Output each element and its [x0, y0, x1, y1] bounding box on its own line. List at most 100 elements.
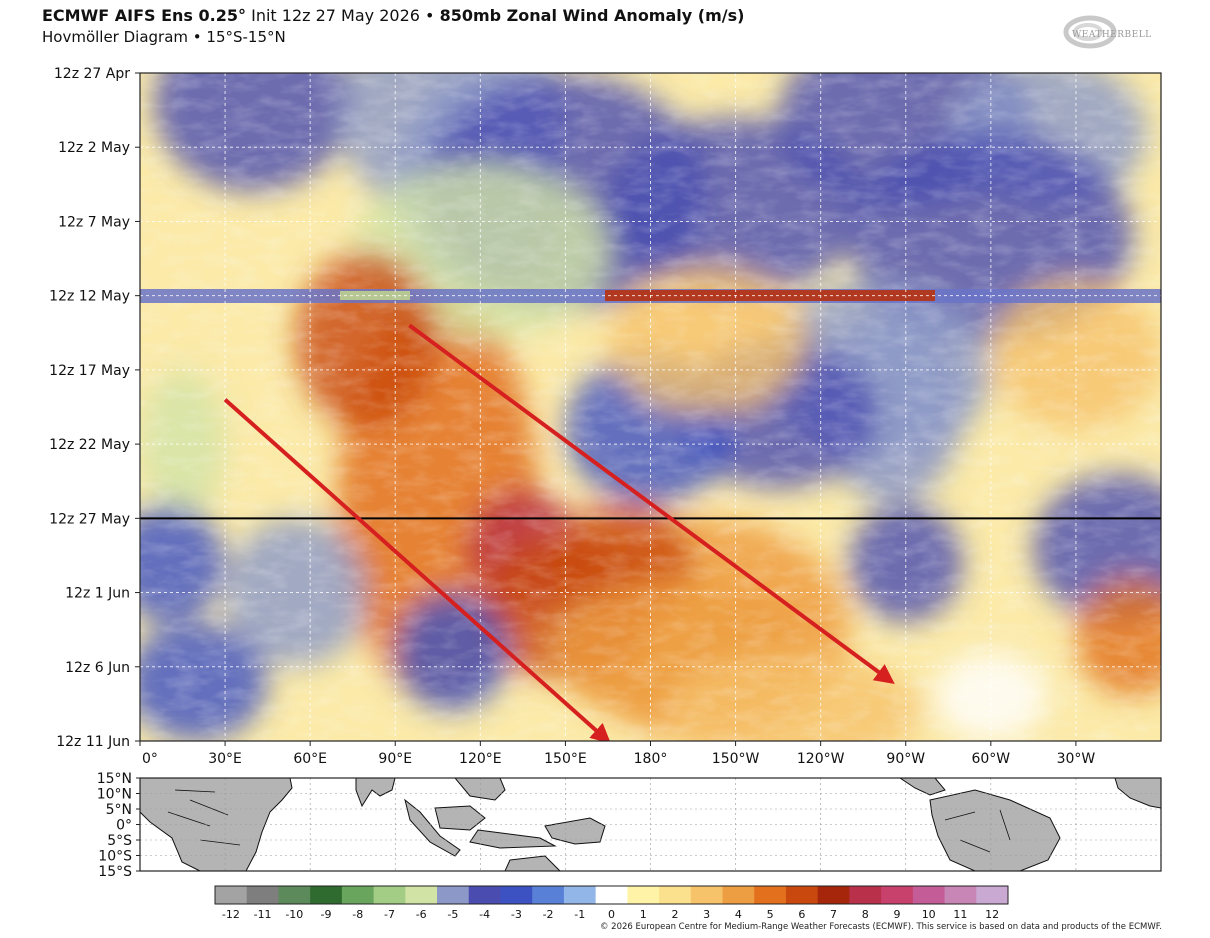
variable-name: 850mb Zonal Wind Anomaly (m/s)	[439, 6, 745, 25]
logo-text: WEATHERBELL	[1072, 30, 1152, 40]
colorbar-segment	[706, 886, 724, 904]
map-grid	[140, 778, 1161, 871]
x-tick-label: 90°W	[886, 751, 925, 767]
lat-tick-label: 10°S	[98, 849, 132, 865]
colorbar-segment	[912, 886, 930, 904]
y-tick-label: 12z 27 May	[49, 511, 130, 527]
y-tick-label: 12z 1 Jun	[65, 586, 130, 602]
colorbar-segment	[992, 886, 1009, 904]
lat-tick-label: 0°	[116, 818, 132, 834]
colorbar-segment	[389, 886, 406, 904]
colorbar-tick-label: -8	[352, 908, 363, 921]
colorbar-frame	[214, 885, 1009, 905]
colorbar-segment	[484, 886, 501, 904]
colorbar-tick-label: 11	[953, 908, 967, 921]
colorbar-segment	[643, 886, 660, 904]
colorbar-segment	[262, 886, 279, 904]
colorbar-tick-label: 10	[922, 908, 936, 921]
colorbar-segment	[548, 886, 565, 904]
colorbar-tick-label: 12	[985, 908, 999, 921]
colorbar-segment	[722, 886, 739, 904]
x-axis: 0° 30°E 60°E 90°E 120°E 150°E 180° 150°W 120°W 90…	[139, 741, 1096, 767]
colorbar-tick-label: -11	[254, 908, 272, 921]
colorbar-segment	[770, 886, 787, 904]
colorbar-segment	[468, 886, 486, 904]
colorbar-segment	[833, 886, 850, 904]
x-tick-label: 0°	[142, 751, 158, 767]
lat-tick-label: 5°N	[106, 802, 132, 818]
copyright-notice: © 2026 European Centre for Medium-Range …	[599, 922, 1162, 932]
y-tick-label: 12z 27 Apr	[54, 66, 130, 82]
colorbar-segment	[595, 886, 612, 904]
colorbar-tick-label: 7	[830, 908, 837, 921]
colorbar-segment	[976, 886, 993, 904]
colorbar-tick-label: 8	[862, 908, 869, 921]
colorbar-segment	[627, 886, 644, 904]
annotation-arrows	[223, 323, 895, 741]
colorbar-tick-label: 0	[608, 908, 615, 921]
propagation-arrow-2	[408, 323, 895, 684]
x-tick-label: 30°W	[1057, 751, 1096, 767]
colorbar-segment	[357, 886, 375, 904]
colorbar-tick-label: -12	[222, 908, 240, 921]
colorbar-segment	[310, 886, 327, 904]
colorbar-tick-label: -6	[416, 908, 427, 921]
colorbar-segment	[738, 886, 755, 904]
colorbar-tick-label: -10	[285, 908, 303, 921]
colorbar-segment	[230, 886, 248, 904]
colorbar-segment	[563, 886, 581, 904]
y-tick-label: 12z 17 May	[49, 363, 130, 379]
x-tick-label: 30°E	[208, 751, 242, 767]
x-tick-label: 60°E	[293, 751, 327, 767]
colorbar-segment	[928, 886, 946, 904]
colorbar-segment	[500, 886, 517, 904]
x-tick-label: 150°E	[544, 751, 587, 767]
colorbar-segment	[437, 886, 454, 904]
colorbar-segment	[278, 886, 295, 904]
title-bullet: •	[425, 6, 435, 25]
colorbar-tick-label: 3	[703, 908, 710, 921]
colorbar-segment	[516, 886, 533, 904]
y-axis: 12z 27 Apr 12z 2 May 12z 7 May 12z 12 May 12…	[49, 66, 140, 750]
x-tick-label: 120°E	[459, 751, 502, 767]
colorbar-segment	[341, 886, 359, 904]
colorbar-tick-label: -9	[321, 908, 332, 921]
lat-tick-label: 5°S	[107, 833, 132, 849]
lat-tick-label: 10°N	[97, 787, 132, 803]
colorbar-segment	[785, 886, 803, 904]
colorbar-tick-label: 5	[767, 908, 774, 921]
colorbar-tick-label: -5	[447, 908, 458, 921]
colorbar-segment	[611, 886, 628, 904]
colorbar-segment	[421, 886, 438, 904]
model-name: ECMWF AIFS Ens 0.25°	[42, 6, 246, 25]
colorbar-segment	[865, 886, 882, 904]
colorbar-segment	[881, 886, 898, 904]
colorbar-segment	[659, 886, 676, 904]
colorbar-tick-label: -7	[384, 908, 395, 921]
colorbar-tick-label: 2	[671, 908, 678, 921]
lat-tick-label: 15°S	[98, 864, 132, 880]
colorbar-segment	[896, 886, 914, 904]
x-tick-label: 150°W	[712, 751, 760, 767]
colorbar-segment	[294, 886, 311, 904]
colorbar-segment	[754, 886, 771, 904]
colorbar-segment	[326, 886, 343, 904]
x-tick-label: 90°E	[378, 751, 412, 767]
colorbar-tick-label: -3	[511, 908, 522, 921]
colorbar-tick-label: -1	[574, 908, 585, 921]
colorbar-tick-label: 4	[735, 908, 742, 921]
colorbar-segment	[405, 886, 422, 904]
x-tick-label: 120°W	[797, 751, 845, 767]
propagation-arrow-1	[223, 398, 611, 741]
colorbar-segment	[215, 886, 232, 904]
colorbar-segment	[579, 886, 597, 904]
map-panel: 15°N10°N5°N0°5°S10°S15°S	[97, 771, 1162, 880]
colorbar-segment	[532, 886, 549, 904]
colorbar-segment	[944, 886, 961, 904]
y-tick-label: 12z 6 Jun	[65, 660, 130, 676]
colorbar-segment	[690, 886, 708, 904]
colorbar: -12 -11 -10 -9 -8 -7 -6 -5 -4 -3 -2 -1 0 1 2 3 4 5 6 7 8 9 10 1…	[214, 885, 1009, 921]
y-tick-label: 12z 2 May	[58, 140, 130, 156]
colorbar-tick-label: -2	[543, 908, 554, 921]
